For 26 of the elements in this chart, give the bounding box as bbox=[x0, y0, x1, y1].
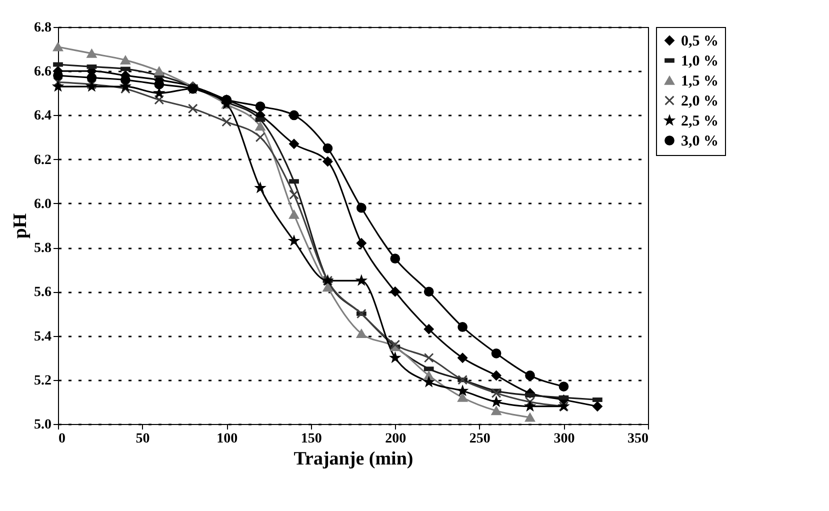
y-tick-label: 6.8 bbox=[34, 20, 52, 36]
legend-label: 3,0 % bbox=[681, 134, 718, 150]
y-tick-label: 5.0 bbox=[34, 418, 52, 432]
x-tick-label: 50 bbox=[136, 432, 150, 446]
x-tick-label: 250 bbox=[469, 432, 490, 446]
y-tick-label: 5.6 bbox=[34, 285, 52, 300]
y-tick-label: 6.6 bbox=[34, 64, 52, 80]
y-tick-label: 5.4 bbox=[34, 329, 52, 344]
x-tick-label: 0 bbox=[58, 432, 66, 446]
x-axis-title: Trajanje (min) bbox=[294, 448, 414, 470]
legend-label: 2,0 % bbox=[681, 94, 718, 110]
x-tick-label: 100 bbox=[216, 432, 238, 446]
y-tick-label: 6.2 bbox=[34, 152, 52, 168]
legend-label: 1,5 % bbox=[681, 74, 718, 90]
x-tick-label: 150 bbox=[300, 432, 322, 446]
legend-label: 1,0 % bbox=[681, 54, 718, 70]
y-tick-label: 5.2 bbox=[34, 373, 52, 388]
x-tick-label: 350 bbox=[628, 432, 648, 446]
y-tick-label: 6.4 bbox=[34, 108, 52, 124]
y-tick-label: 6.0 bbox=[34, 196, 52, 212]
x-tick-label: 200 bbox=[385, 432, 406, 446]
y-tick-label: 5.8 bbox=[34, 241, 52, 256]
x-tick-label: 300 bbox=[554, 432, 575, 446]
legend-label: 2,5 % bbox=[681, 114, 718, 130]
legend-label: 0,5 % bbox=[681, 34, 718, 50]
y-axis-title: pH bbox=[10, 213, 31, 239]
